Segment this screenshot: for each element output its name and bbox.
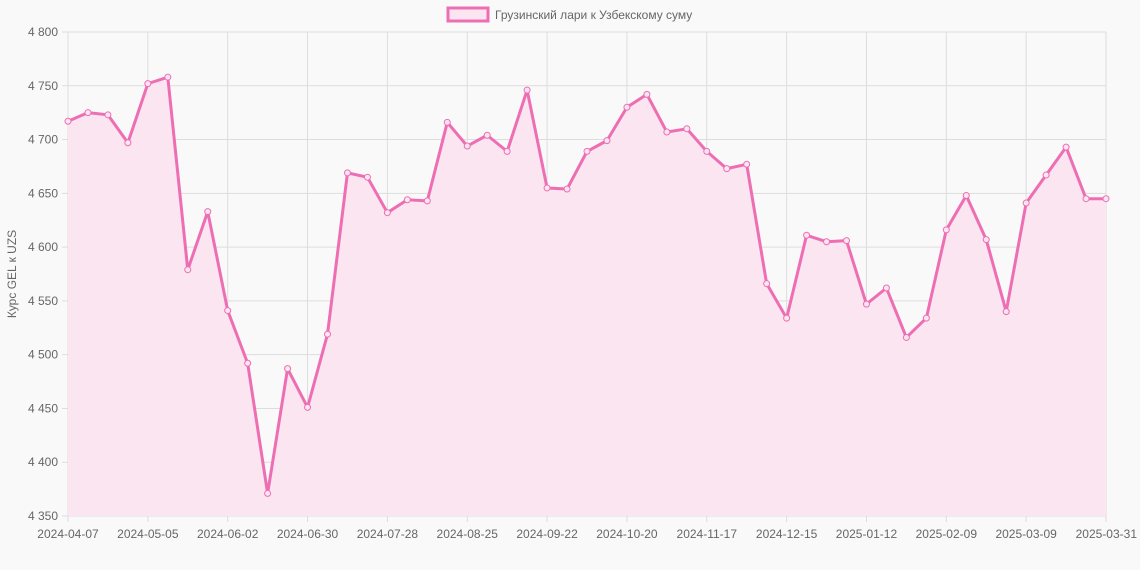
data-point[interactable] [723, 165, 731, 173]
y-axis-title: Курс GEL к UZS [5, 230, 19, 318]
y-tick-label: 4 500 [28, 348, 58, 362]
x-axis-ticks: 2024-04-07 2024-05-05 2024-06-02 2024-06-30… [37, 527, 1137, 541]
x-tick-label: 2024-06-02 [197, 527, 259, 541]
data-point[interactable] [164, 73, 172, 81]
y-axis-ticks: 4 350 4 400 4 450 4 500 4 550 4 600 4 650 4 700… [28, 25, 58, 523]
data-point[interactable] [902, 333, 910, 341]
data-point[interactable] [1042, 171, 1050, 179]
data-point[interactable] [443, 118, 451, 126]
x-tick-label: 2024-12-15 [756, 527, 818, 541]
data-point[interactable] [84, 109, 92, 117]
data-point[interactable] [663, 128, 671, 136]
y-tick-label: 4 550 [28, 294, 58, 308]
data-point[interactable] [64, 117, 72, 125]
data-point[interactable] [483, 131, 491, 139]
x-tick-label: 2024-06-30 [277, 527, 339, 541]
data-point[interactable] [244, 359, 252, 367]
x-tick-label: 2024-11-17 [677, 527, 738, 541]
data-point[interactable] [583, 147, 591, 155]
data-point[interactable] [1002, 308, 1010, 316]
data-point[interactable] [383, 209, 391, 217]
data-point[interactable] [343, 169, 351, 177]
data-point[interactable] [184, 266, 192, 274]
y-tick-label: 4 700 [28, 133, 58, 147]
data-point[interactable] [882, 284, 890, 292]
x-tick-label: 2025-03-31 [1076, 527, 1138, 541]
data-point[interactable] [324, 330, 331, 338]
series-area [68, 77, 1106, 517]
x-tick-label: 2025-01-12 [836, 527, 898, 541]
data-point[interactable] [942, 226, 950, 234]
data-point[interactable] [563, 185, 571, 193]
data-point[interactable] [803, 231, 811, 239]
y-tick-label: 4 350 [28, 509, 58, 523]
data-point[interactable] [1022, 199, 1030, 207]
data-point[interactable] [1102, 195, 1110, 203]
data-point[interactable] [862, 300, 870, 308]
data-point[interactable] [363, 173, 371, 181]
data-point[interactable] [763, 280, 771, 288]
data-point[interactable] [982, 236, 990, 244]
data-point[interactable] [284, 365, 292, 373]
x-tick-label: 2025-03-09 [995, 527, 1057, 541]
x-tick-label: 2024-08-25 [437, 527, 499, 541]
data-point[interactable] [1062, 143, 1070, 151]
data-point[interactable] [603, 137, 611, 145]
data-point[interactable] [144, 80, 152, 88]
data-point[interactable] [264, 489, 272, 497]
data-point[interactable] [403, 196, 411, 204]
data-point[interactable] [543, 184, 551, 192]
data-point[interactable] [204, 208, 212, 216]
data-point[interactable] [124, 139, 132, 147]
x-tick-label: 2024-05-05 [117, 527, 179, 541]
data-point[interactable] [783, 314, 791, 322]
data-point[interactable] [523, 86, 531, 94]
data-point[interactable] [962, 191, 970, 199]
y-tick-label: 4 750 [28, 79, 58, 93]
data-point[interactable] [503, 147, 511, 155]
legend[interactable]: Грузинский лари к Узбекскому суму [446, 6, 692, 23]
data-point[interactable] [703, 147, 711, 155]
x-tick-label: 2024-04-07 [37, 527, 99, 541]
x-tick-label: 2025-02-09 [916, 527, 978, 541]
data-point[interactable] [843, 237, 850, 245]
y-tick-label: 4 600 [28, 240, 58, 254]
data-point[interactable] [304, 403, 312, 411]
data-point[interactable] [643, 90, 651, 98]
data-point[interactable] [463, 142, 471, 150]
x-tick-label: 2024-09-22 [516, 527, 578, 541]
data-point[interactable] [224, 307, 232, 315]
data-point[interactable] [623, 103, 631, 111]
data-point[interactable] [922, 314, 930, 322]
y-tick-label: 4 450 [28, 401, 58, 415]
x-tick-label: 2024-10-20 [596, 527, 658, 541]
series-points-layer [64, 73, 1110, 497]
y-tick-label: 4 400 [28, 455, 58, 469]
data-point[interactable] [823, 238, 831, 246]
data-point[interactable] [104, 111, 112, 119]
data-point[interactable] [743, 160, 751, 168]
data-point[interactable] [683, 125, 691, 133]
data-point[interactable] [1082, 195, 1090, 203]
data-point[interactable] [423, 197, 431, 205]
legend-swatch[interactable] [446, 6, 490, 23]
series-area-layer [68, 77, 1106, 517]
y-tick-label: 4 650 [28, 186, 58, 200]
legend-label[interactable]: Грузинский лари к Узбекскому суму [495, 8, 692, 22]
x-tick-label: 2024-07-28 [357, 527, 419, 541]
y-tick-label: 4 800 [28, 25, 58, 39]
